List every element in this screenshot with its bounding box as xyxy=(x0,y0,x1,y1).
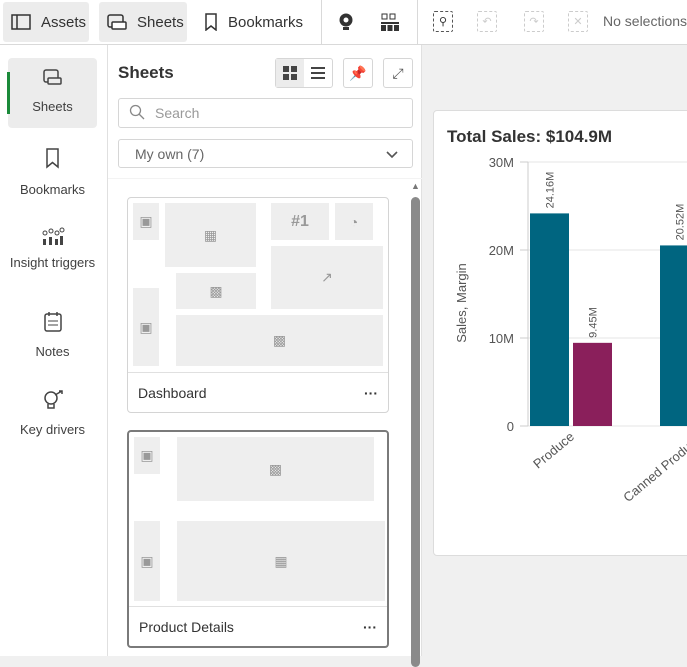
combo-chart-tile-icon: ▩ xyxy=(176,315,383,366)
treemap-tile-icon: ▦ xyxy=(177,521,385,601)
rail-label: Notes xyxy=(35,344,70,359)
insights-button[interactable] xyxy=(328,2,364,42)
divider xyxy=(321,0,322,44)
sheet-name: Product Details xyxy=(139,618,234,635)
rail-item-sheets[interactable]: Sheets xyxy=(7,58,97,128)
active-indicator xyxy=(7,72,10,114)
y-tick-label: 30M xyxy=(489,155,514,170)
sheet-card-footer: Product Details ··· xyxy=(129,606,387,646)
list-view-icon[interactable] xyxy=(304,59,332,87)
panel-title: Sheets xyxy=(118,63,174,82)
rail-label: Sheets xyxy=(32,99,73,114)
filter-value: My own (7) xyxy=(135,145,205,162)
chevron-down-icon xyxy=(386,146,398,162)
data-label: 9.45M xyxy=(588,307,600,338)
rail-item-insight-triggers[interactable]: Insight triggers xyxy=(8,217,97,271)
sheet-card-product-details[interactable]: ▣ ▩ ▣ ▦ Product Details ··· xyxy=(127,430,389,648)
y-tick-label: 0 xyxy=(507,419,514,434)
selections-status: No selections xyxy=(603,13,687,29)
filter-dropdown[interactable]: My own (7) xyxy=(118,139,413,168)
x-tick-label: Produce xyxy=(530,429,577,472)
bar xyxy=(573,342,612,426)
y-tick-label: 10M xyxy=(489,331,514,346)
grid-view-icon[interactable] xyxy=(276,59,304,87)
key-drivers-icon xyxy=(41,389,65,416)
more-options-icon[interactable]: ··· xyxy=(363,618,377,635)
filter-tile-icon: ▣ xyxy=(134,521,160,601)
kpi-tile: #1 xyxy=(271,203,329,240)
assets-button[interactable]: Assets xyxy=(3,2,89,42)
notes-icon xyxy=(43,311,63,336)
bookmark-icon xyxy=(45,147,61,172)
bar-chart: Sales, Margin 0 10M 20M 30M 24.16M 9.45M Produ… xyxy=(454,155,687,505)
chart-card: Total Sales: $104.9M Sales, Margin 0 10M 2… xyxy=(433,110,687,556)
gauge-tile-icon: ◔ xyxy=(335,203,373,240)
table-tile-icon: ▦ xyxy=(165,203,256,267)
scrollbar-thumb[interactable] xyxy=(411,197,420,667)
search-input[interactable]: Search xyxy=(118,98,413,128)
step-forward-icon[interactable]: ↷ xyxy=(524,11,544,32)
bar-chart-tile-icon: ▩ xyxy=(177,437,374,501)
rail-item-notes[interactable]: Notes xyxy=(8,301,97,359)
filter-tile-icon: ▣ xyxy=(133,203,159,240)
expand-icon[interactable]: ⤢ xyxy=(383,58,413,88)
grid-layout-icon xyxy=(380,12,400,32)
rail-item-bookmarks[interactable]: Bookmarks xyxy=(8,137,97,197)
bar xyxy=(660,245,687,426)
panel-icon xyxy=(11,14,31,30)
step-back-icon[interactable]: ↶ xyxy=(477,11,497,32)
chart-title: Total Sales: $104.9M xyxy=(447,127,613,146)
rail-item-key-drivers[interactable]: Key drivers xyxy=(8,379,97,437)
filter-tile-icon: ▣ xyxy=(134,437,160,474)
line-chart-tile-icon: ↗ xyxy=(271,246,383,309)
sheet-card-dashboard[interactable]: ▣ ▦ #1 ◔ ↗ ▩ ▣ ▩ Dashboard ··· xyxy=(127,197,389,413)
search-placeholder: Search xyxy=(155,105,200,121)
data-label: 24.16M xyxy=(545,172,557,209)
filter-tile-icon: ▣ xyxy=(133,288,159,366)
side-rail: Sheets Bookmarks Insight triggers Notes … xyxy=(0,45,108,656)
y-axis-label: Sales, Margin xyxy=(454,263,469,342)
view-toggle xyxy=(275,58,333,88)
data-label: 20.52M xyxy=(675,204,687,241)
scroll-up-arrow[interactable]: ▲ xyxy=(411,181,420,191)
bookmark-icon xyxy=(204,13,218,31)
divider xyxy=(417,0,418,44)
sheet-name: Dashboard xyxy=(138,384,207,401)
layout-button[interactable] xyxy=(372,2,408,42)
sheets-panel: Sheets 📌 ⤢ Search My own (7) ▣ ▦ #1 ◔ ↗ … xyxy=(108,45,422,667)
bar-chart-tile-icon: ▩ xyxy=(176,273,256,309)
rail-label: Insight triggers xyxy=(9,255,96,270)
bookmarks-button[interactable]: Bookmarks xyxy=(196,2,311,42)
bar xyxy=(530,213,569,426)
pin-icon[interactable]: 📌 xyxy=(343,58,373,88)
bookmarks-label: Bookmarks xyxy=(228,13,304,31)
lightbulb-icon xyxy=(336,12,356,32)
top-toolbar: Assets Sheets Bookmarks ⚲ ↶ ↷ ✕ No selec… xyxy=(0,0,687,45)
y-tick-label: 20M xyxy=(489,243,514,258)
sheet-card-footer: Dashboard ··· xyxy=(128,372,388,412)
more-options-icon[interactable]: ··· xyxy=(364,384,378,401)
sheet-icon xyxy=(42,68,64,91)
x-tick-label: Canned Products xyxy=(620,428,687,504)
insight-trigger-icon xyxy=(41,227,65,250)
search-icon xyxy=(129,104,145,123)
rail-label: Key drivers xyxy=(19,422,86,437)
rail-label: Bookmarks xyxy=(19,182,86,197)
sheet-icon xyxy=(107,14,127,30)
sheets-button[interactable]: Sheets xyxy=(99,2,187,42)
clear-selections-icon[interactable]: ✕ xyxy=(568,11,588,32)
smart-search-icon[interactable]: ⚲ xyxy=(433,11,453,32)
sheets-label: Sheets xyxy=(137,13,184,31)
assets-label: Assets xyxy=(41,13,87,31)
divider xyxy=(108,178,422,179)
